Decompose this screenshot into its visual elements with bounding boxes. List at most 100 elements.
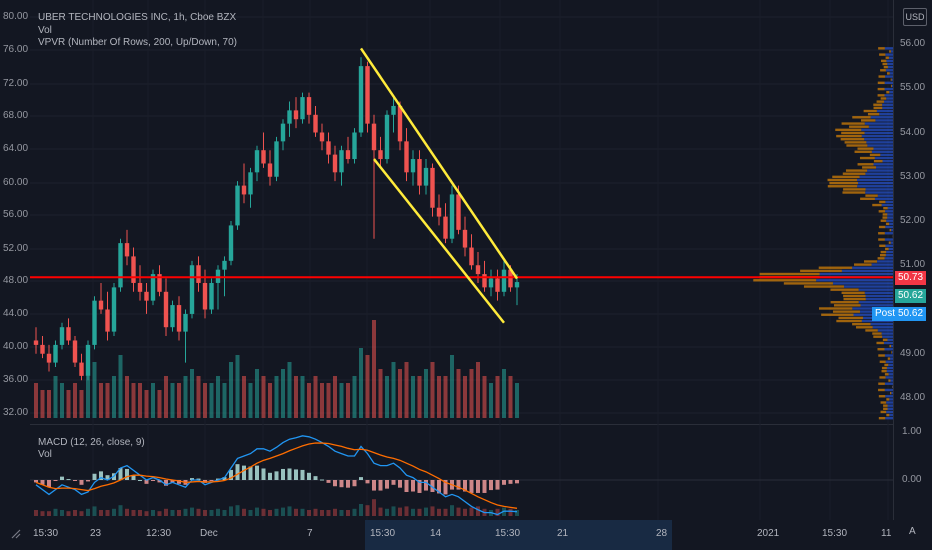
vp-row-down [879,244,886,247]
chart-canvas[interactable] [30,0,932,520]
macd-histogram-bar [333,480,337,487]
vp-row-up [858,288,893,291]
vp-row-down [883,206,888,210]
volume-legend[interactable]: Vol [38,24,52,36]
vp-row-down [852,116,871,119]
left-axis-tick: 56.00 [3,209,29,220]
auto-scale-button[interactable]: A [909,526,916,537]
vp-row-up [871,263,893,266]
vp-row-up [888,247,893,251]
candle-body [209,282,214,310]
macd-volume-bar [450,505,454,516]
macd-volume-bar [313,508,318,516]
vp-row-up [887,407,893,410]
volume-bar [125,376,129,418]
vp-row-up [892,351,893,354]
volume-bar [294,376,298,418]
macd-histogram-bar [66,479,71,481]
vp-row-down [843,297,866,301]
symbol-title[interactable]: UBER TECHNOLOGIES INC, 1h, Cboe BZX [38,12,237,23]
vp-row-up [884,47,893,50]
macd-volume-bar [274,508,279,516]
macd-volume-bar [99,510,103,516]
macd-volume-bar [242,508,246,516]
vp-row-down [880,69,886,72]
vp-row-up [865,191,893,194]
volume-bar [424,369,428,418]
vp-row-down [881,366,887,370]
vp-row-up [858,301,893,304]
vp-row-up [885,416,893,420]
volume-bar [430,362,435,418]
vp-row-down [873,103,883,106]
vp-row-up [852,266,893,269]
vp-row-down [846,144,868,147]
macd-volume-legend[interactable]: Vol [38,449,52,460]
candle-body [267,163,273,177]
vp-row-up [885,200,893,204]
vp-row-up [882,103,893,106]
currency-badge[interactable]: USD [903,8,927,26]
macd-histogram-bar [105,475,110,480]
vp-row-up [865,297,893,301]
macd-legend[interactable]: MACD (12, 26, close, 9) Vol [38,437,145,461]
macd-volume-bar [378,507,383,516]
volume-bar [313,376,318,418]
vp-row-down [800,269,842,273]
vp-row-down [841,131,865,135]
chart-settings-icon[interactable] [10,528,22,540]
candle-body [456,194,461,230]
vp-row-up [887,62,893,66]
volume-bar [333,376,337,418]
macd-volume-bar [229,506,233,516]
time-axis[interactable]: 15:30 23 12:30 Dec 7 15:30 14 15:30 21 28 2021 15:3… [0,520,932,550]
vp-row-down [849,125,869,128]
vp-row-up [885,254,893,257]
macd-volume-bar [209,510,214,516]
time-range-highlight[interactable] [365,520,672,550]
macd-histogram-bar [476,480,480,493]
pane-separator[interactable] [30,424,893,425]
macd-volume-bar [235,505,240,516]
vp-row-down [832,175,860,179]
vp-row-up [884,238,893,241]
vp-row-up [887,216,893,219]
candle-body [176,305,182,332]
candle-body [423,167,429,186]
volume-bar [372,320,376,418]
candle-body [514,282,520,288]
time-axis-tick: 11 [881,528,892,539]
vp-row-up [890,357,893,360]
macd-volume-bar [430,506,435,516]
macd-volume-bar [196,508,201,516]
macd-histogram-bar [352,480,357,487]
macd-volume-bar [404,506,409,516]
vp-row-up [884,257,893,260]
macd-title[interactable]: MACD (12, 26, close, 9) [38,437,145,448]
macd-volume-bar [339,510,344,516]
candle-body [261,150,266,164]
candle-body [53,344,58,363]
candle-body [332,154,338,173]
main-legend[interactable]: UBER TECHNOLOGIES INC, 1h, Cboe BZX Vol … [38,12,237,50]
vp-row-up [874,197,893,200]
vp-row-up [886,219,893,222]
vp-row-down [878,75,886,78]
macd-histogram-bar [138,480,142,481]
volume-profile [753,47,893,420]
volume-bar [274,376,279,418]
candle-body [488,278,494,288]
vp-row-down [843,294,866,298]
vp-row-down [855,326,873,329]
vp-row-down [864,260,878,263]
candle-body [202,282,208,310]
volume-bar [482,376,487,418]
vpvr-legend[interactable]: VPVR (Number Of Rows, 200, Up/Down, 70) [38,37,237,48]
volume-bar [131,383,136,418]
vp-row-up [871,150,893,153]
time-axis-tick: 2021 [757,528,780,539]
vp-row-down [878,395,886,398]
volume-bar [53,376,58,418]
close-price-tag: 50.62 [895,289,927,303]
vp-row-up [884,94,893,97]
